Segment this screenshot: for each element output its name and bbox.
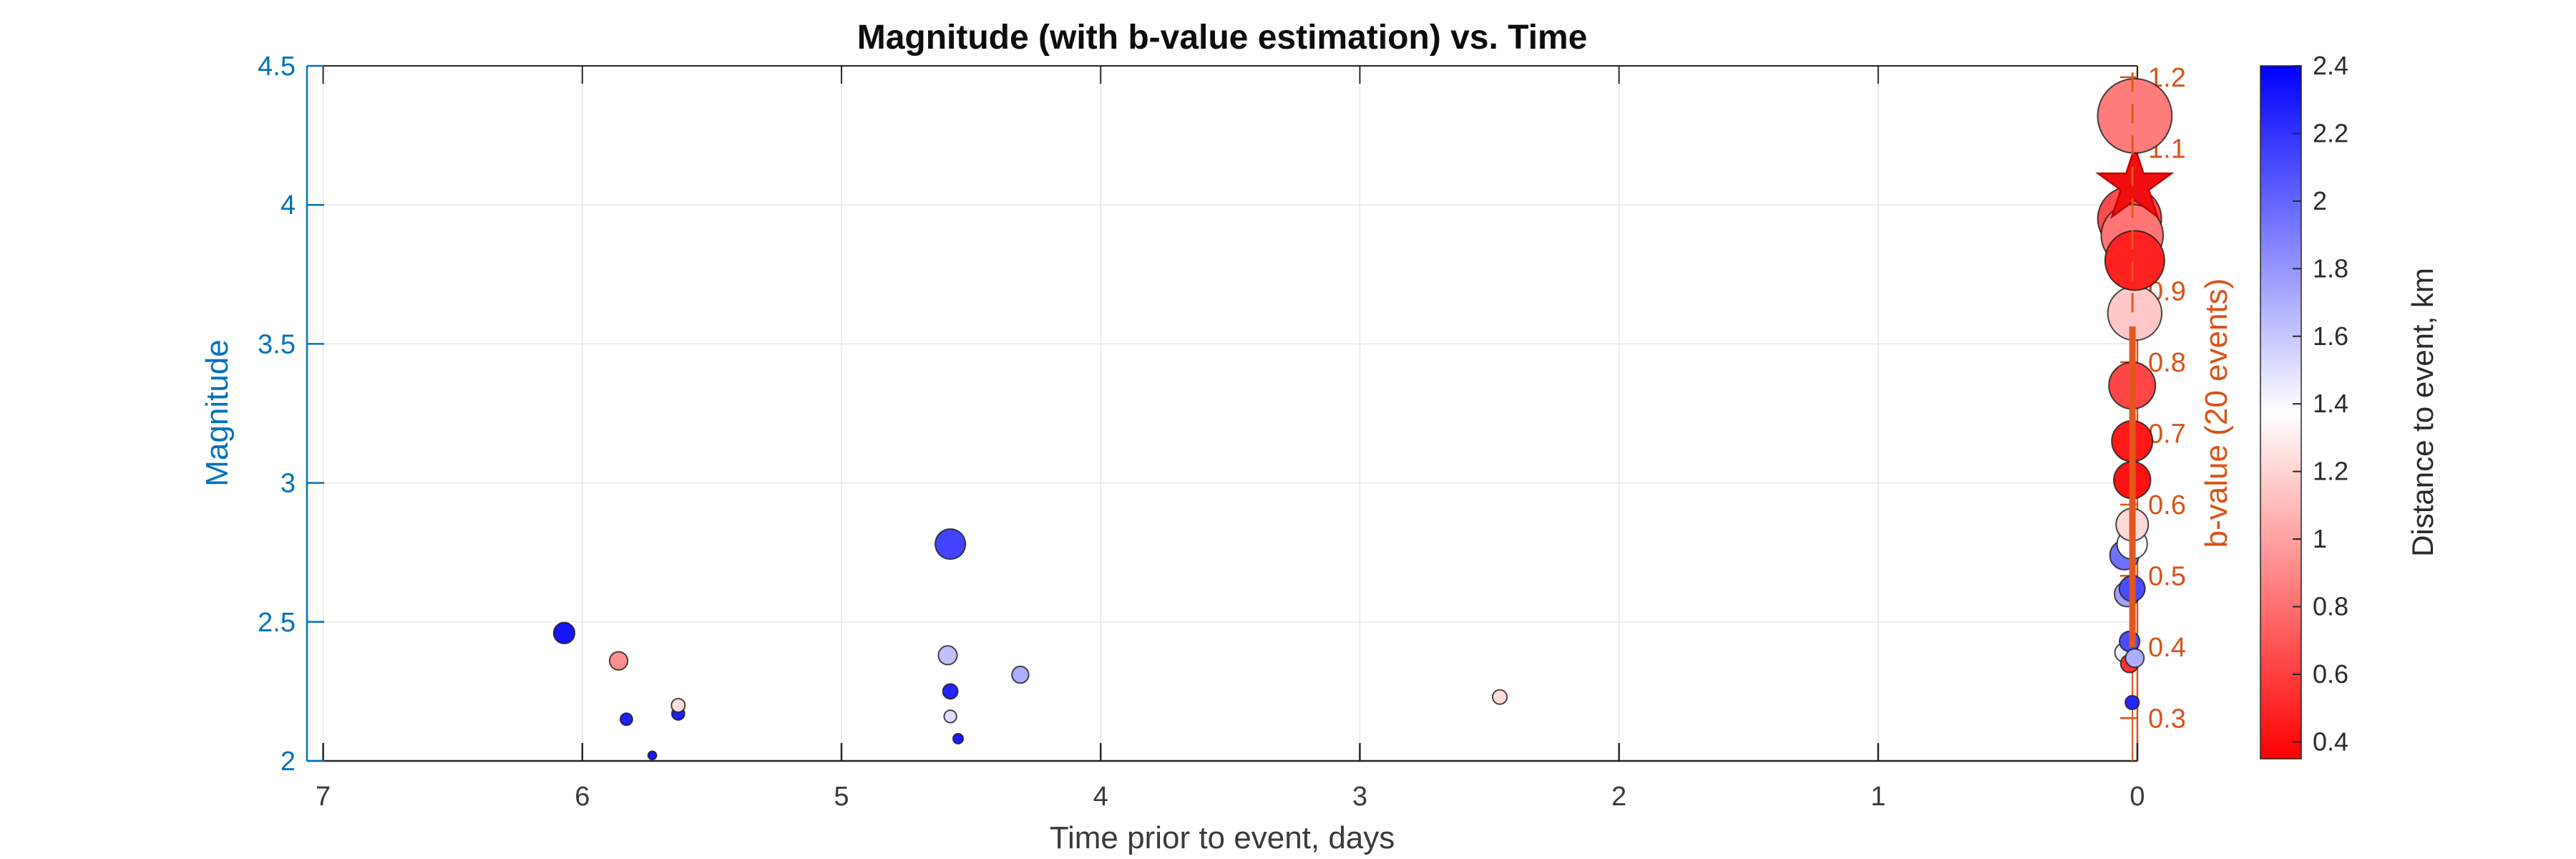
scatter-point xyxy=(952,732,965,745)
scatter-point xyxy=(935,528,967,560)
y-tick-label-right: 0.7 xyxy=(2148,419,2186,449)
colorbar-tick-label: 1.6 xyxy=(2313,321,2348,351)
colorbar-tick-label: 0.6 xyxy=(2313,659,2348,689)
scatter-point xyxy=(942,683,959,700)
scatter-point xyxy=(2124,648,2145,669)
y-tick-label-right: 0.5 xyxy=(2148,561,2186,591)
y-tick-label-left: 2.5 xyxy=(258,608,296,638)
x-tick-label: 5 xyxy=(834,782,849,812)
y-tick-label-right: 0.6 xyxy=(2148,490,2186,520)
mainshock-star xyxy=(2095,143,2175,219)
scatter-point xyxy=(608,651,629,671)
scatter-point xyxy=(1011,665,1030,684)
x-tick-label: 3 xyxy=(1352,782,1367,812)
scatter-point xyxy=(619,712,633,727)
axes-spines xyxy=(306,65,2139,762)
colorbar-tick-label: 0.8 xyxy=(2313,592,2348,621)
scatter-point xyxy=(2097,78,2173,154)
scatter-points xyxy=(552,78,2175,761)
y-axis-label-right: b-value (20 events) xyxy=(2199,278,2234,548)
scatter-point xyxy=(943,709,957,724)
scatter-point xyxy=(647,750,658,761)
x-tick-label: 4 xyxy=(1093,782,1108,812)
y-tick-label-left: 3.5 xyxy=(258,329,296,359)
scatter-point xyxy=(937,645,958,666)
colorbar-tick-label: 1.8 xyxy=(2313,253,2348,283)
page-title: Magnitude (with b-value estimation) vs. … xyxy=(857,19,1588,57)
y-tick-label-left: 4 xyxy=(280,190,296,220)
scatter-point xyxy=(552,621,576,645)
x-tick-label: 6 xyxy=(575,782,590,812)
colorbar-tick-label: 1.4 xyxy=(2313,389,2348,418)
y-tick-label-right: 0.4 xyxy=(2148,633,2186,663)
y-tick-label-left: 4.5 xyxy=(258,52,296,82)
colorbar-tick-label: 1.2 xyxy=(2313,457,2348,486)
colorbar-tick-label: 2.4 xyxy=(2313,51,2348,80)
scatter-point xyxy=(670,697,686,713)
colorbar-tick-label: 0.4 xyxy=(2313,727,2348,756)
colorbar-label: Distance to event, km xyxy=(2406,268,2439,557)
x-tick-label: 7 xyxy=(316,782,331,812)
colorbar-tick-label: 1 xyxy=(2313,524,2327,553)
x-tick-label: 1 xyxy=(1870,782,1885,812)
y-tick-label-left: 2 xyxy=(280,747,296,777)
y-axis-label-left: Magnitude xyxy=(200,339,235,486)
gridlines xyxy=(307,66,2137,761)
colorbar-tick-label: 2.2 xyxy=(2313,118,2348,147)
colorbar-tick-label: 2 xyxy=(2313,186,2327,215)
y-tick-label-right: 0.3 xyxy=(2148,704,2186,734)
x-tick-label: 2 xyxy=(1611,782,1626,812)
scatter-point xyxy=(1491,689,1508,705)
axis-ticks xyxy=(307,64,2139,762)
axis-tick-labels: 7 6 5 4 3 2 1 022.533.544.50.30.40.50.60.70.80.… xyxy=(258,52,2186,812)
scatter-point xyxy=(2104,230,2165,291)
colorbar: 0.4 0.6 0.8 1 1.2 1.4 1.6 1.8 2 2.2 2.4 xyxy=(2260,51,2348,759)
x-axis-label: Time prior to event, days xyxy=(1050,820,1395,855)
colorbar-gradient xyxy=(2260,65,2302,759)
y-tick-label-right: 0.8 xyxy=(2148,348,2186,378)
x-tick-label: 0 xyxy=(2129,782,2145,812)
scatter-point xyxy=(2124,694,2140,711)
y-tick-label-left: 3 xyxy=(280,469,296,499)
